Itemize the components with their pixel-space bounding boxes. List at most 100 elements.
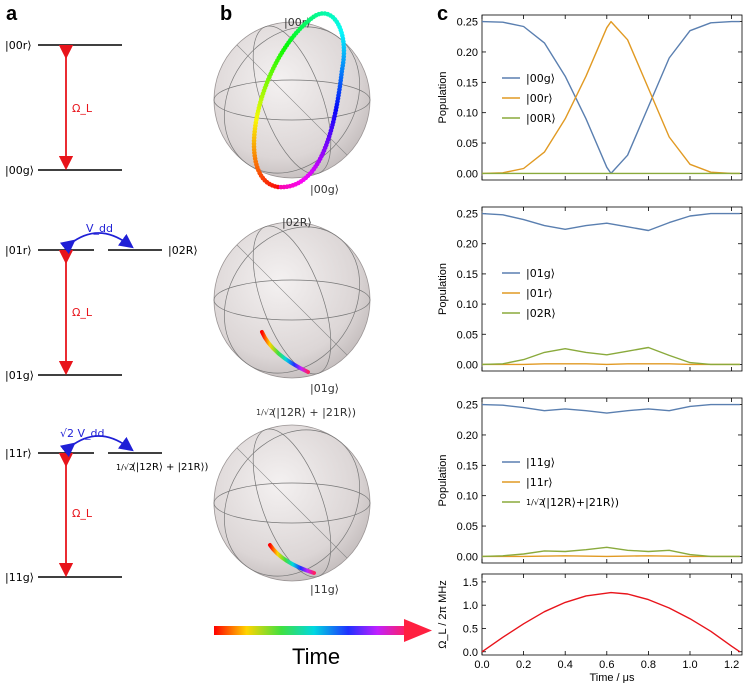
y-tick-label: 0.20 (457, 239, 478, 251)
series-line (481, 346, 740, 366)
coupling-label: V_dd (86, 222, 113, 235)
time-arrow: Time (214, 619, 432, 669)
y-tick-label: 0.10 (457, 491, 478, 503)
y-tick-label: 0.00 (457, 168, 478, 180)
series-line (481, 591, 741, 653)
laser-label: Ω_L (72, 507, 93, 520)
y-tick-label: 0.10 (457, 299, 478, 311)
y-tick-label: 0.0 (463, 647, 478, 659)
plot-frame (481, 206, 743, 372)
y-tick-label: 0.00 (457, 359, 478, 371)
time-arrowhead (404, 619, 432, 642)
time-gradient-bar (214, 626, 406, 635)
panel-label-a: a (6, 3, 18, 25)
level-label-bottom: |11g⟩ (5, 571, 34, 584)
y-tick-label: 0.10 (457, 108, 478, 120)
y-tick-label: 0.15 (457, 269, 478, 281)
y-tick-label: 0.15 (457, 460, 478, 472)
bloch-top-label: |02R⟩ (282, 216, 312, 229)
x-tick-label: 0.8 (641, 659, 656, 671)
equator (213, 482, 371, 524)
bloch-sphere-1: |00r⟩ |00g⟩ (213, 11, 371, 196)
charts-column: 0.00 0.05 0.10 0.15 0.20 0.25 Population |00g⟩ |… (437, 14, 743, 683)
meridian (223, 26, 361, 174)
meridian (252, 225, 332, 375)
legend-label: (|12R⟩+|21R⟩) (542, 496, 619, 509)
meridian (252, 428, 332, 578)
panel-label-b: b (220, 3, 232, 25)
level-label-side-prefix: 1/√2 (116, 463, 134, 472)
y-tick-label: 0.05 (457, 329, 478, 341)
x-tick-label: 0.6 (599, 659, 614, 671)
y-tick-label: 0.20 (457, 430, 478, 442)
x-tick-label: 0.4 (558, 659, 573, 671)
legend-label: |01g⟩ (526, 267, 555, 280)
coupling-arrow (59, 435, 134, 458)
meridian (223, 429, 361, 577)
time-label: Time (292, 644, 340, 669)
series-line (482, 363, 740, 366)
y-tick-label: 0.00 (457, 551, 478, 563)
legend-label: |11r⟩ (526, 476, 553, 489)
legend-prefix: 1/√2 (526, 498, 544, 507)
level-label-top: |00r⟩ (5, 39, 32, 52)
y-axis-label: Ω_L / 2π MHz (437, 580, 449, 649)
panel-label-c: c (437, 3, 448, 25)
y-tick-label: 0.15 (457, 77, 478, 89)
y-tick-label: 0.25 (457, 400, 478, 412)
legend-label: |00r⟩ (526, 92, 553, 105)
meridian (252, 25, 332, 175)
y-tick-label: 0.25 (457, 209, 478, 221)
series-line (481, 403, 740, 414)
bloch-bottom-label: |00g⟩ (310, 183, 339, 196)
x-tick-label: 0.2 (516, 659, 531, 671)
equator (213, 79, 371, 121)
legend-label: |02R⟩ (526, 307, 556, 320)
level-label-top: |11r⟩ (5, 447, 32, 460)
chart-3: 0.00 0.05 0.10 0.15 0.20 0.25 Population |11g⟩ |… (437, 397, 743, 564)
chart-1: 0.00 0.05 0.10 0.15 0.20 0.25 Population |00g⟩ |… (437, 14, 743, 181)
x-axis-label: Time / μs (589, 672, 635, 683)
level-label-bottom: |00g⟩ (5, 164, 34, 177)
legend-label: |01r⟩ (526, 287, 553, 300)
series-line (481, 546, 740, 558)
bloch-sphere-2: |02R⟩ |01g⟩ (213, 216, 371, 395)
series-line (481, 212, 740, 232)
series-line (482, 555, 740, 558)
y-tick-label: 0.05 (457, 521, 478, 533)
y-tick-label: 1.5 (463, 577, 478, 589)
bloch-sphere-3: 1/√2 (|12R⟩ + |21R⟩) |11g⟩ (213, 406, 371, 596)
bloch-top-prefix: 1/√2 (256, 408, 274, 417)
equator (213, 279, 371, 321)
axis (236, 244, 348, 356)
axis (236, 447, 348, 559)
level-diagram-2: |01r⟩ |02R⟩ |01g⟩ Ω_L V_dd (5, 222, 198, 382)
plot-frame (481, 397, 743, 564)
meridian (223, 226, 361, 374)
y-tick-label: 0.20 (457, 47, 478, 59)
y-tick-label: 0.5 (463, 623, 478, 635)
trajectory-point (278, 184, 284, 190)
chart-2: 0.00 0.05 0.10 0.15 0.20 0.25 Population |01g⟩ |… (437, 206, 743, 372)
y-tick-label: 1.0 (463, 600, 478, 612)
level-diagram-3: |11r⟩ 1/√2 (|12R⟩ + |21R⟩) |11g⟩ Ω_L √2 … (5, 427, 209, 584)
level-label-side: (|12R⟩ + |21R⟩) (132, 462, 209, 473)
x-tick-label: 1.2 (724, 659, 739, 671)
y-tick-label: 0.05 (457, 138, 478, 150)
legend-label: |00R⟩ (526, 112, 556, 125)
x-tick-label: 0.0 (474, 659, 489, 671)
bloch-bottom-label: |01g⟩ (310, 382, 339, 395)
bloch-bottom-label: |11g⟩ (310, 583, 339, 596)
level-label-bottom: |01g⟩ (5, 369, 34, 382)
y-axis-label: Population (437, 263, 449, 315)
chart-4: 0.0 0.5 1.0 1.5 0.0 0.2 0.4 0.6 0.8 1.0 1.2 Ω_L / 2… (437, 573, 743, 683)
x-tick-label: 1.0 (682, 659, 697, 671)
coupling-label: √2 V_dd (60, 427, 105, 440)
laser-label: Ω_L (72, 306, 93, 319)
level-diagram-1: |00r⟩ |00g⟩ Ω_L (5, 39, 122, 177)
laser-label: Ω_L (72, 102, 93, 115)
plot-frame (481, 573, 743, 656)
trajectory (260, 330, 310, 374)
y-tick-label: 0.25 (457, 17, 478, 29)
